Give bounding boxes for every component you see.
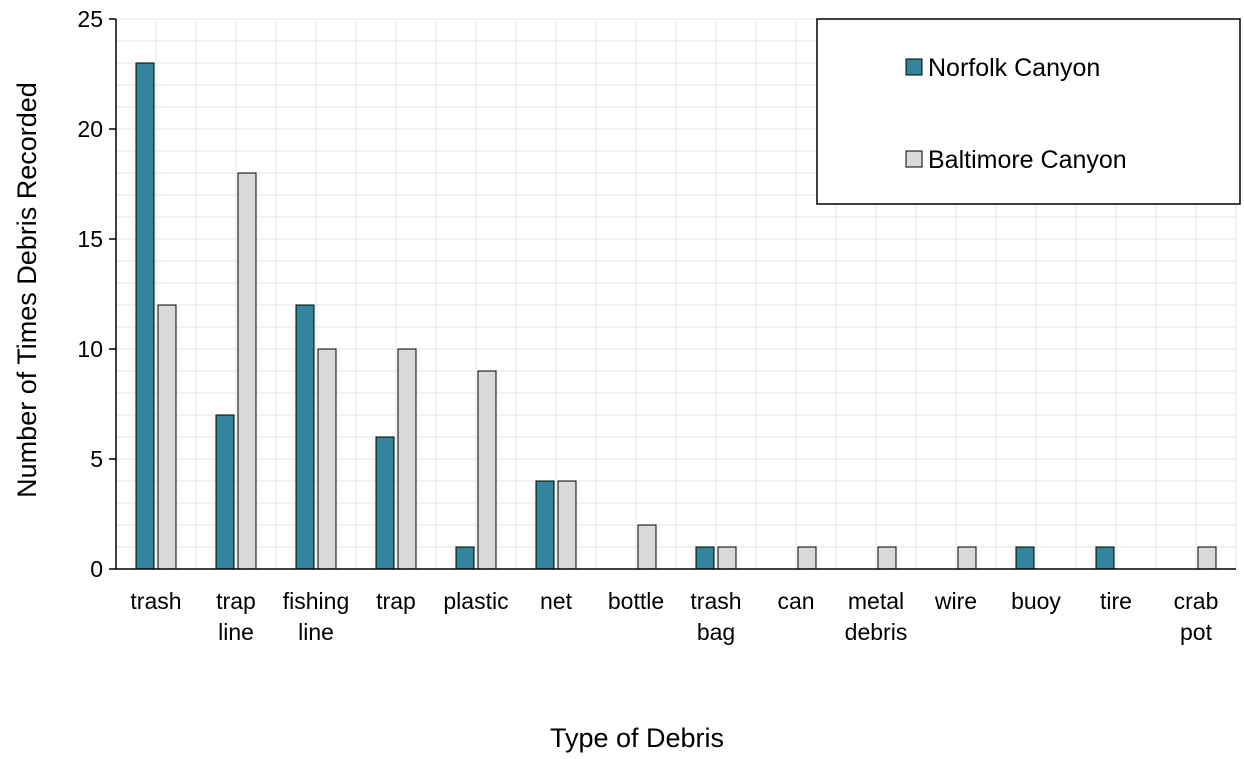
tick-labels: 0 5 10 15 20 25 trash trap line fishing line trap pl… — [77, 6, 1218, 645]
bar-baltimore-canyon-can — [797, 546, 817, 570]
bar-norfolk-canyon-trap-line — [215, 414, 235, 570]
bar-baltimore-canyon-crab-pot — [1197, 546, 1217, 570]
bar-norfolk-canyon-trap — [375, 436, 395, 570]
y-tick-label: 25 — [77, 6, 103, 32]
bar-norfolk-canyon-plastic — [455, 546, 475, 570]
x-tick-label: trash — [130, 588, 181, 614]
bar-baltimore-canyon-trash-bag — [717, 546, 737, 570]
x-tick-label: buoy — [1011, 588, 1061, 614]
bar-norfolk-canyon-buoy — [1015, 546, 1035, 570]
bar-baltimore-canyon-metal-debris — [877, 546, 897, 570]
bar-baltimore-canyon-trash — [157, 304, 177, 570]
x-tick-label: trap — [376, 588, 416, 614]
x-tick-label: can — [777, 588, 814, 614]
bar-baltimore-canyon-plastic — [477, 370, 497, 570]
x-tick-label: metal debris — [845, 588, 908, 645]
x-tick-label: trap line — [216, 588, 256, 645]
x-tick-label: tire — [1100, 588, 1132, 614]
legend-frame — [816, 18, 1241, 205]
y-tick-label: 20 — [77, 116, 103, 142]
x-tick-label: plastic — [443, 588, 508, 614]
bar-norfolk-canyon-tire — [1095, 546, 1115, 570]
legend: Norfolk Canyon Baltimore Canyon — [816, 18, 1241, 205]
bar-baltimore-canyon-bottle — [637, 524, 657, 570]
y-tick-label: 10 — [77, 336, 103, 362]
x-tick-label: fishing line — [283, 588, 349, 645]
bar-norfolk-canyon-fishing-line — [295, 304, 315, 570]
bar-baltimore-canyon-trap — [397, 348, 417, 570]
x-axis-title: Type of Debris — [550, 723, 724, 753]
legend-label-baltimore-canyon: Baltimore Canyon — [928, 146, 1127, 174]
x-tick-label: net — [540, 588, 573, 614]
bars — [135, 62, 1217, 570]
y-tick-label: 5 — [90, 446, 103, 472]
bar-norfolk-canyon-trash-bag — [695, 546, 715, 570]
bar-baltimore-canyon-wire — [957, 546, 977, 570]
x-tick-label: trash bag — [690, 588, 741, 645]
axes — [109, 18, 1236, 570]
y-tick-label: 15 — [77, 226, 103, 252]
legend-swatch-norfolk-canyon — [905, 58, 923, 76]
y-axis-title: Number of Times Debris Recorded — [12, 82, 42, 498]
bar-norfolk-canyon-trash — [135, 62, 155, 570]
bar-baltimore-canyon-trap-line — [237, 172, 257, 570]
bar-baltimore-canyon-net — [557, 480, 577, 570]
x-tick-label: bottle — [608, 588, 664, 614]
bar-baltimore-canyon-fishing-line — [317, 348, 337, 570]
x-tick-label: crab pot — [1174, 588, 1219, 645]
legend-swatch-baltimore-canyon — [905, 150, 923, 168]
bar-norfolk-canyon-net — [535, 480, 555, 570]
y-tick-label: 0 — [90, 556, 103, 582]
legend-label-norfolk-canyon: Norfolk Canyon — [928, 54, 1100, 82]
x-tick-label: wire — [934, 588, 977, 614]
